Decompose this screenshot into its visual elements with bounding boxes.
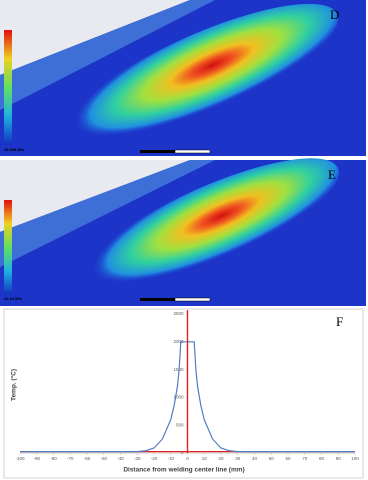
panel-d: 28.598 Min D xyxy=(0,0,366,156)
x-tick-label: 90 xyxy=(336,456,342,461)
x-tick-label: 80 xyxy=(319,456,325,461)
chart-frame xyxy=(3,308,364,479)
x-tick-label: -40 xyxy=(117,456,124,461)
scale-bar xyxy=(140,298,175,301)
x-tick-label: 100 xyxy=(351,456,359,461)
panel-label: F xyxy=(336,314,343,329)
x-tick-label: -90 xyxy=(33,456,40,461)
x-tick-label: -100 xyxy=(15,456,25,461)
heat-zone xyxy=(81,158,339,292)
x-tick-label: 60 xyxy=(285,456,291,461)
x-tick-label: -60 xyxy=(84,456,91,461)
y-axis-title: Temp. (°C) xyxy=(10,369,18,401)
x-tick-label: 20 xyxy=(218,456,224,461)
legend-min: 28.598 Min xyxy=(4,147,25,152)
y-tick-label: 2500 xyxy=(173,311,184,316)
x-axis-title: Distance from welding center line (mm) xyxy=(123,467,244,474)
x-tick-label: 70 xyxy=(302,456,308,461)
scale-bar xyxy=(174,149,211,154)
panel-label: E xyxy=(328,167,336,182)
panel-label: D xyxy=(330,7,339,22)
y-tick-label: 0 xyxy=(181,450,184,455)
color-legend xyxy=(4,30,12,145)
plate-edge xyxy=(0,0,215,110)
scale-bar xyxy=(140,150,175,153)
color-legend xyxy=(4,200,12,295)
x-tick-label: 0 xyxy=(186,456,189,461)
heat-zone xyxy=(62,3,338,147)
y-tick-label: 1000 xyxy=(173,395,184,400)
chart: F Distance from welding center line (mm)… xyxy=(3,308,364,479)
x-tick-label: 10 xyxy=(202,456,208,461)
panel-e: 24.44 Min E xyxy=(0,158,366,306)
x-tick-label: -50 xyxy=(100,456,107,461)
x-tick-label: 30 xyxy=(235,456,241,461)
x-tick-label: -70 xyxy=(67,456,74,461)
x-tick-label: -10 xyxy=(167,456,174,461)
x-tick-label: 40 xyxy=(252,456,258,461)
x-tick-label: 50 xyxy=(269,456,275,461)
scale-bar xyxy=(174,297,211,302)
y-tick-label: 500 xyxy=(176,422,184,427)
x-tick-label: -30 xyxy=(134,456,141,461)
x-tick-label: -80 xyxy=(50,456,57,461)
x-tick-label: -20 xyxy=(151,456,158,461)
y-tick-label: 2000 xyxy=(173,339,184,344)
legend-min: 24.44 Min xyxy=(4,296,23,301)
